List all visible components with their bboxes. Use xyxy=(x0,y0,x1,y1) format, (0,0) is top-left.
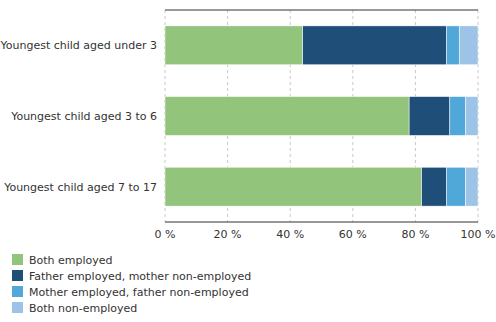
bars xyxy=(165,26,478,206)
category-label: Youngest child aged under 3 xyxy=(0,39,157,52)
bar xyxy=(165,97,409,136)
tick-label: 0 % xyxy=(155,228,176,241)
legend: Both employed Father employed, mother non… xyxy=(12,254,251,315)
legend-swatch xyxy=(12,254,23,265)
bar xyxy=(465,97,478,136)
bar xyxy=(409,97,450,136)
grid xyxy=(165,10,478,222)
bar xyxy=(422,167,447,206)
legend-label: Both employed xyxy=(29,254,113,267)
tick-label: 20 % xyxy=(214,228,242,241)
axis-line xyxy=(165,222,478,223)
bar xyxy=(303,26,447,65)
legend-swatch xyxy=(12,286,23,297)
tick-label: 40 % xyxy=(276,228,304,241)
bar xyxy=(447,167,466,206)
category-label: Youngest child aged 3 to 6 xyxy=(10,110,157,123)
legend-label: Both non-employed xyxy=(29,302,137,315)
category-label: Youngest child aged 7 to 17 xyxy=(3,181,157,194)
tick-label: 100 % xyxy=(461,228,496,241)
legend-swatch xyxy=(12,302,23,313)
chart: 0 % 20 % 40 % 60 % 80 % 100 % Youngest child a… xyxy=(0,0,496,322)
bar xyxy=(447,26,460,65)
bar xyxy=(165,167,422,206)
tick-label: 80 % xyxy=(401,228,429,241)
bar xyxy=(459,26,478,65)
bar xyxy=(465,167,478,206)
legend-label: Father employed, mother non-employed xyxy=(29,270,251,283)
tick-label: 60 % xyxy=(339,228,367,241)
bar xyxy=(450,97,466,136)
bar xyxy=(165,26,303,65)
legend-swatch xyxy=(12,270,23,281)
axis-line xyxy=(165,10,478,11)
legend-label: Mother employed, father non-employed xyxy=(29,286,249,299)
